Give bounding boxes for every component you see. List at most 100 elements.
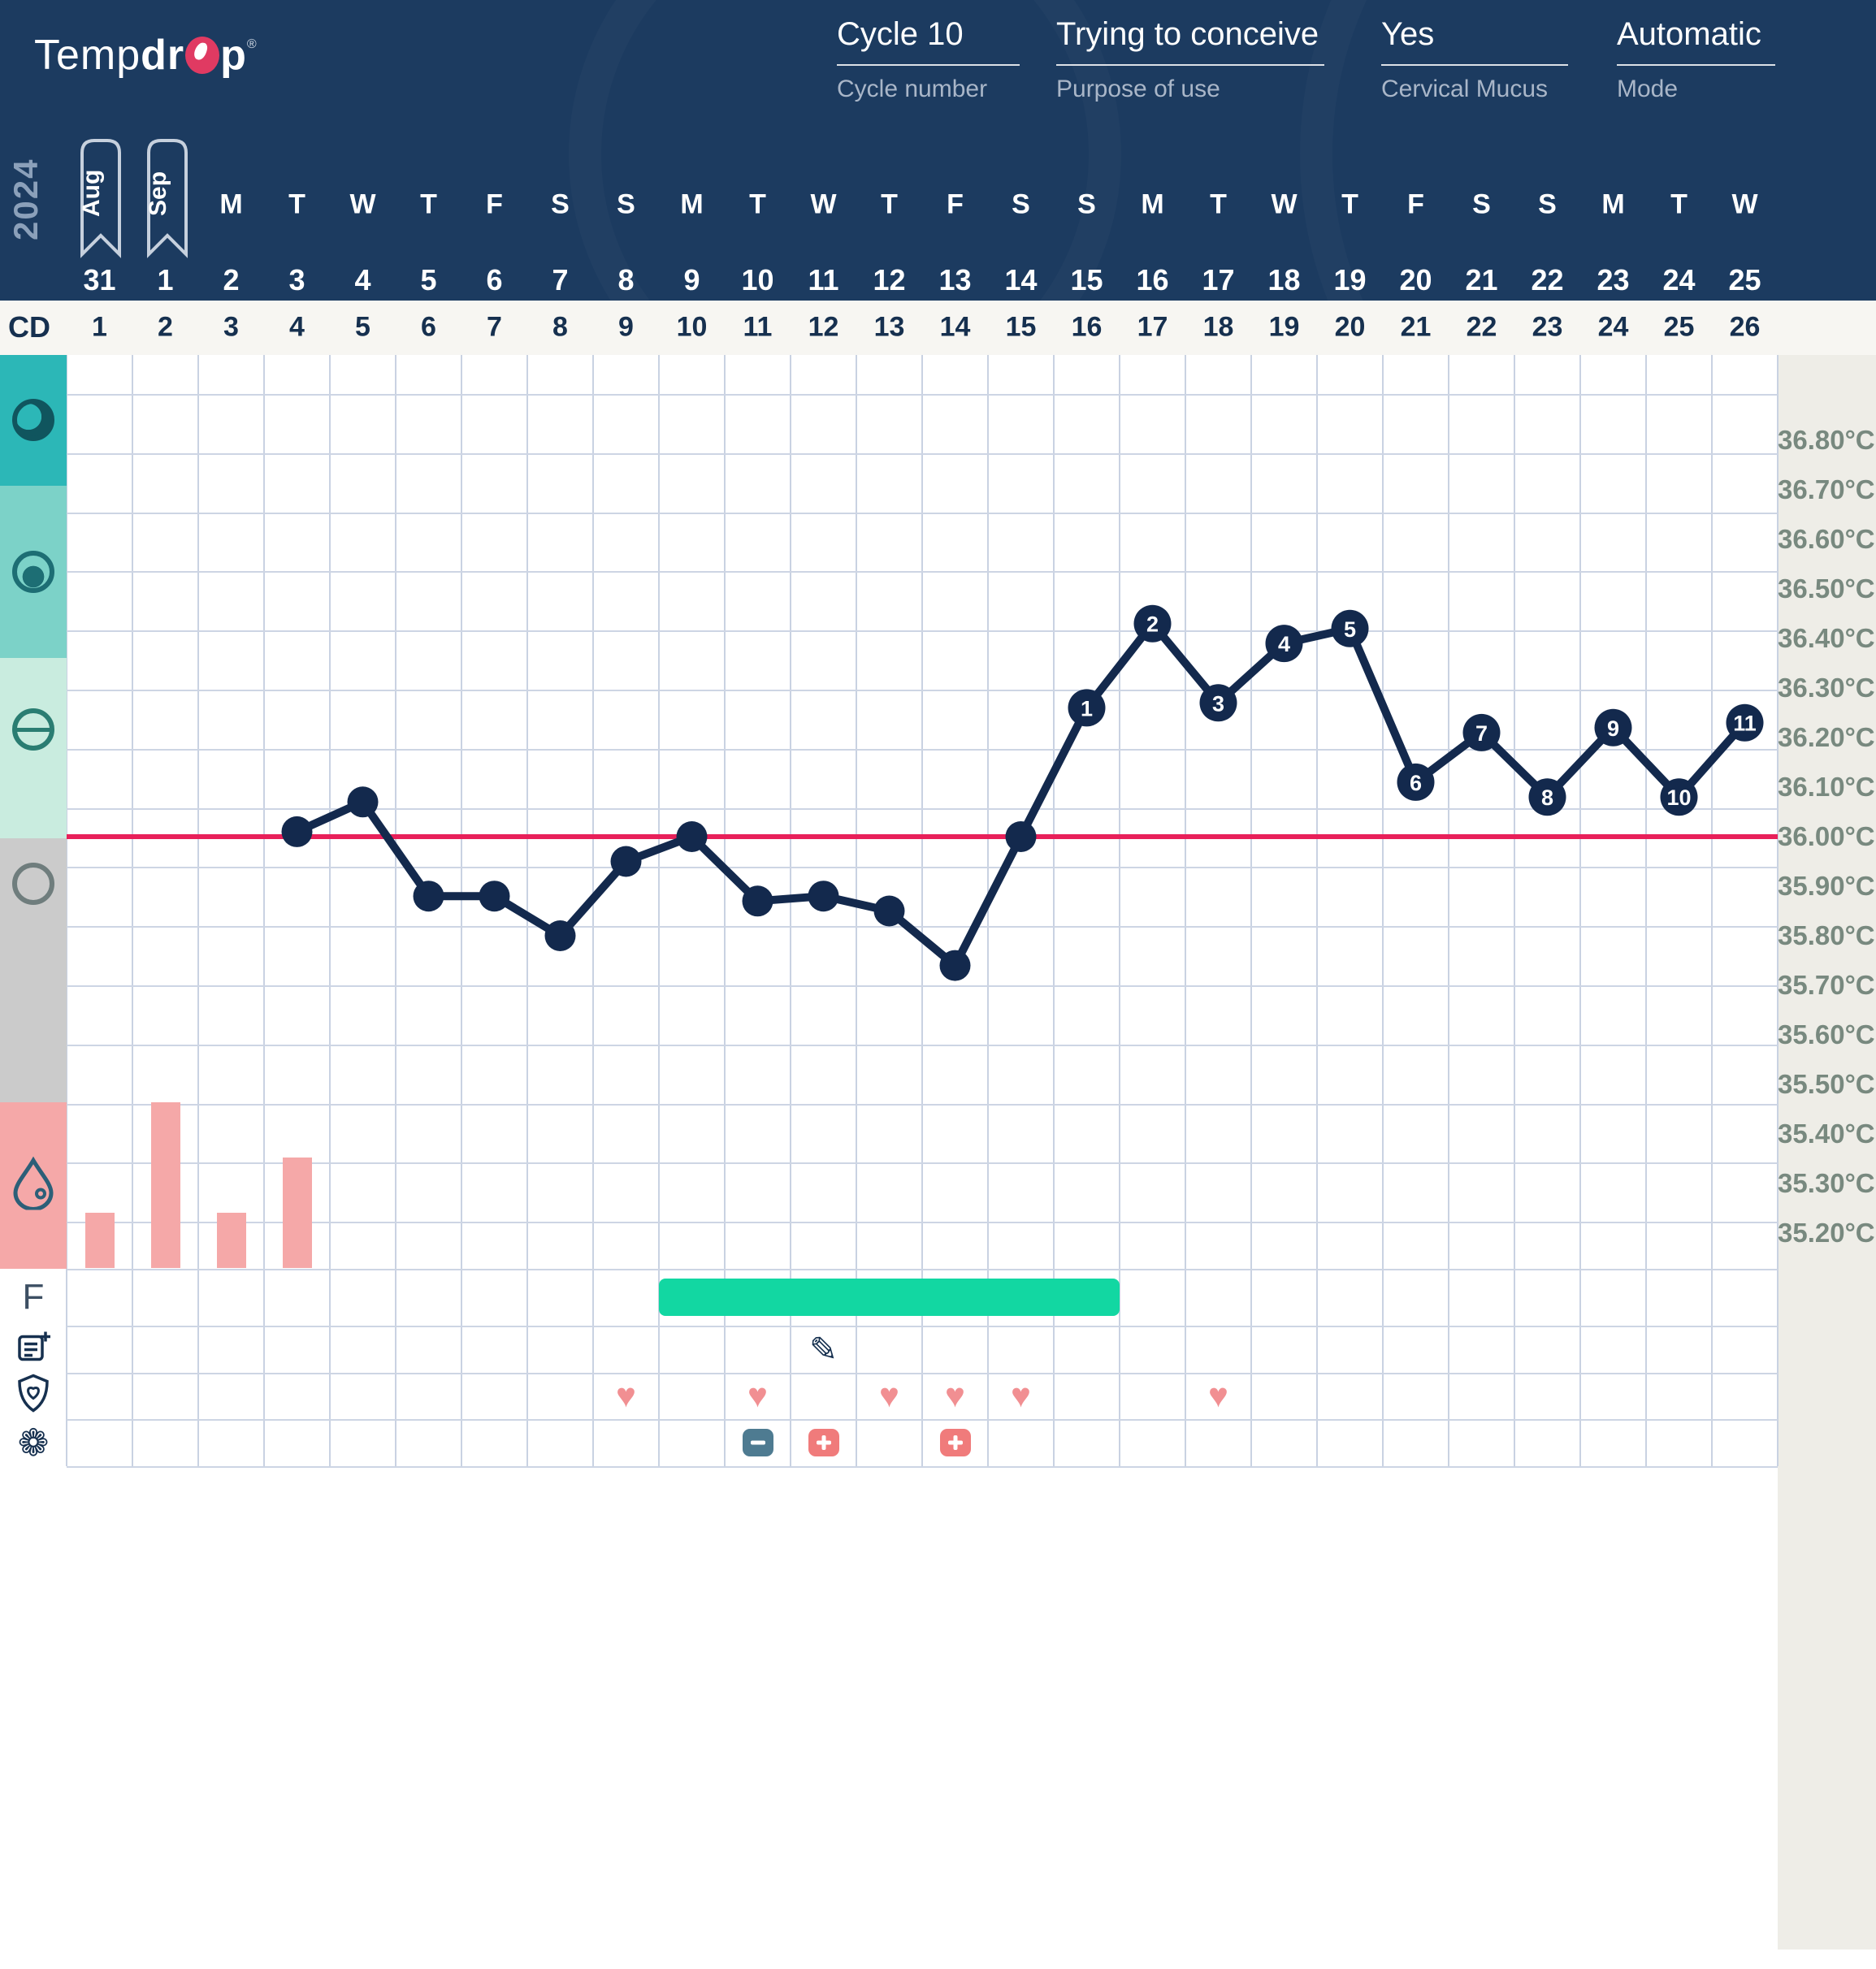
temperature-point-cd10[interactable] bbox=[676, 821, 708, 852]
header-field-mode: Automatic Mode bbox=[1617, 16, 1775, 103]
temperature-dot[interactable] bbox=[1005, 821, 1037, 852]
temperature-point-cd11[interactable] bbox=[742, 885, 773, 917]
test-positive-icon[interactable] bbox=[808, 1429, 839, 1456]
temperature-dot[interactable] bbox=[1528, 778, 1566, 816]
temperature-point-cd12[interactable] bbox=[808, 881, 839, 912]
shield-heart-icon[interactable] bbox=[15, 1374, 51, 1418]
purpose-label: Purpose of use bbox=[1056, 76, 1220, 102]
date-number[interactable]: 24 bbox=[1662, 263, 1696, 296]
intercourse-heart-icon[interactable]: ♥ bbox=[616, 1376, 636, 1414]
date-number[interactable]: 14 bbox=[1004, 263, 1038, 296]
date-number[interactable]: 2 bbox=[223, 263, 240, 296]
date-number[interactable]: 11 bbox=[808, 263, 839, 296]
underline bbox=[837, 64, 1020, 66]
intercourse-heart-icon[interactable]: ♥ bbox=[1011, 1376, 1031, 1414]
temperature-dot[interactable] bbox=[1199, 684, 1237, 722]
temperature-point-cd21[interactable]: 6 bbox=[1397, 763, 1435, 801]
temperature-point-cd16[interactable]: 1 bbox=[1068, 689, 1106, 727]
date-number[interactable]: 16 bbox=[1136, 263, 1169, 296]
test-negative-icon[interactable] bbox=[742, 1429, 773, 1456]
temperature-point-cd9[interactable] bbox=[610, 846, 642, 877]
flower-icon[interactable]: ❁ bbox=[17, 1422, 50, 1464]
date-number[interactable]: 12 bbox=[873, 263, 906, 296]
cd-number: 2 bbox=[158, 311, 173, 343]
temperature-point-cd8[interactable] bbox=[544, 920, 576, 951]
temperature-point-cd5[interactable] bbox=[347, 786, 379, 818]
date-number[interactable]: 9 bbox=[683, 263, 700, 296]
intercourse-heart-icon[interactable]: ♥ bbox=[747, 1376, 768, 1414]
note-pencil-icon[interactable]: ✎ bbox=[808, 1330, 838, 1369]
temperature-point-cd20[interactable]: 5 bbox=[1331, 609, 1369, 647]
temperature-dot[interactable] bbox=[1397, 763, 1435, 801]
date-number[interactable]: 31 bbox=[83, 263, 116, 296]
temperature-dot[interactable] bbox=[1462, 713, 1501, 751]
intercourse-heart-icon[interactable]: ♥ bbox=[1208, 1376, 1228, 1414]
temperature-point-cd17[interactable]: 2 bbox=[1133, 604, 1172, 643]
temperature-point-cd24[interactable]: 9 bbox=[1594, 708, 1632, 746]
temperature-point-cd15[interactable] bbox=[1005, 821, 1037, 852]
date-number[interactable]: 1 bbox=[157, 263, 174, 296]
temperature-dot[interactable] bbox=[873, 895, 905, 927]
date-number[interactable]: 18 bbox=[1267, 263, 1301, 296]
temperature-dot[interactable] bbox=[1133, 604, 1172, 643]
dpo-number-label: 6 bbox=[1410, 771, 1422, 795]
date-number[interactable]: 6 bbox=[486, 263, 503, 296]
date-number[interactable]: 13 bbox=[938, 263, 972, 296]
add-note-icon[interactable] bbox=[15, 1329, 52, 1370]
temperature-point-cd26[interactable]: 11 bbox=[1726, 703, 1764, 742]
temperature-dot[interactable] bbox=[347, 786, 379, 818]
intercourse-heart-icon[interactable]: ♥ bbox=[879, 1376, 899, 1414]
cervical-mucus-creamy-icon bbox=[12, 551, 54, 593]
temperature-dot[interactable] bbox=[610, 846, 642, 877]
temperature-dot[interactable] bbox=[413, 881, 444, 912]
temperature-dot[interactable] bbox=[1265, 625, 1303, 663]
temperature-dot[interactable] bbox=[479, 881, 510, 912]
intercourse-heart-icon[interactable]: ♥ bbox=[945, 1376, 965, 1414]
date-number[interactable]: 10 bbox=[741, 263, 774, 296]
temperature-dot[interactable] bbox=[1068, 689, 1106, 727]
date-number[interactable]: 19 bbox=[1333, 263, 1367, 296]
date-number[interactable]: 15 bbox=[1070, 263, 1103, 296]
date-number[interactable]: 8 bbox=[617, 263, 635, 296]
date-number[interactable]: 5 bbox=[420, 263, 437, 296]
test-positive-icon[interactable] bbox=[939, 1429, 971, 1456]
date-number[interactable]: 20 bbox=[1399, 263, 1432, 296]
date-number[interactable]: 7 bbox=[552, 263, 569, 296]
date-number[interactable]: 21 bbox=[1465, 263, 1498, 296]
month-banner-aug: Aug bbox=[78, 136, 123, 258]
temperature-dot[interactable] bbox=[1331, 609, 1369, 647]
drop-icon bbox=[185, 37, 220, 74]
temperature-point-cd14[interactable] bbox=[939, 950, 971, 981]
temperature-point-cd4[interactable] bbox=[281, 816, 313, 847]
temperature-point-cd19[interactable]: 4 bbox=[1265, 625, 1303, 663]
date-number[interactable]: 23 bbox=[1597, 263, 1630, 296]
temperature-point-cd18[interactable]: 3 bbox=[1199, 684, 1237, 722]
temperature-dot[interactable] bbox=[544, 920, 576, 951]
header-field-cervical-mucus: Yes Cervical Mucus bbox=[1381, 16, 1568, 103]
temperature-point-cd25[interactable]: 10 bbox=[1660, 778, 1698, 816]
date-number[interactable]: 3 bbox=[288, 263, 305, 296]
period-flow-bar bbox=[282, 1158, 312, 1268]
temperature-point-cd7[interactable] bbox=[479, 881, 510, 912]
temperature-point-cd23[interactable]: 8 bbox=[1528, 778, 1566, 816]
date-number[interactable]: 22 bbox=[1531, 263, 1564, 296]
temperature-dot[interactable] bbox=[742, 885, 773, 917]
date-number[interactable]: 17 bbox=[1202, 263, 1235, 296]
date-number[interactable]: 4 bbox=[354, 263, 371, 296]
date-number[interactable]: 25 bbox=[1728, 263, 1761, 296]
temperature-dot[interactable] bbox=[1660, 778, 1698, 816]
y-axis-label: 36.30°C bbox=[1778, 673, 1875, 703]
temperature-dot[interactable] bbox=[808, 881, 839, 912]
temperature-dot[interactable] bbox=[939, 950, 971, 981]
temperature-dot[interactable] bbox=[676, 821, 708, 852]
temperature-dot[interactable] bbox=[1594, 708, 1632, 746]
temperature-point-cd22[interactable]: 7 bbox=[1462, 713, 1501, 751]
temperature-point-cd6[interactable] bbox=[413, 881, 444, 912]
y-axis-label: 35.80°C bbox=[1778, 920, 1875, 950]
temperature-dot[interactable] bbox=[1726, 703, 1764, 742]
weekday-letter: T bbox=[1341, 188, 1358, 220]
grid-hline bbox=[67, 808, 1778, 810]
temperature-point-cd13[interactable] bbox=[873, 895, 905, 927]
temperature-dot[interactable] bbox=[281, 816, 313, 847]
